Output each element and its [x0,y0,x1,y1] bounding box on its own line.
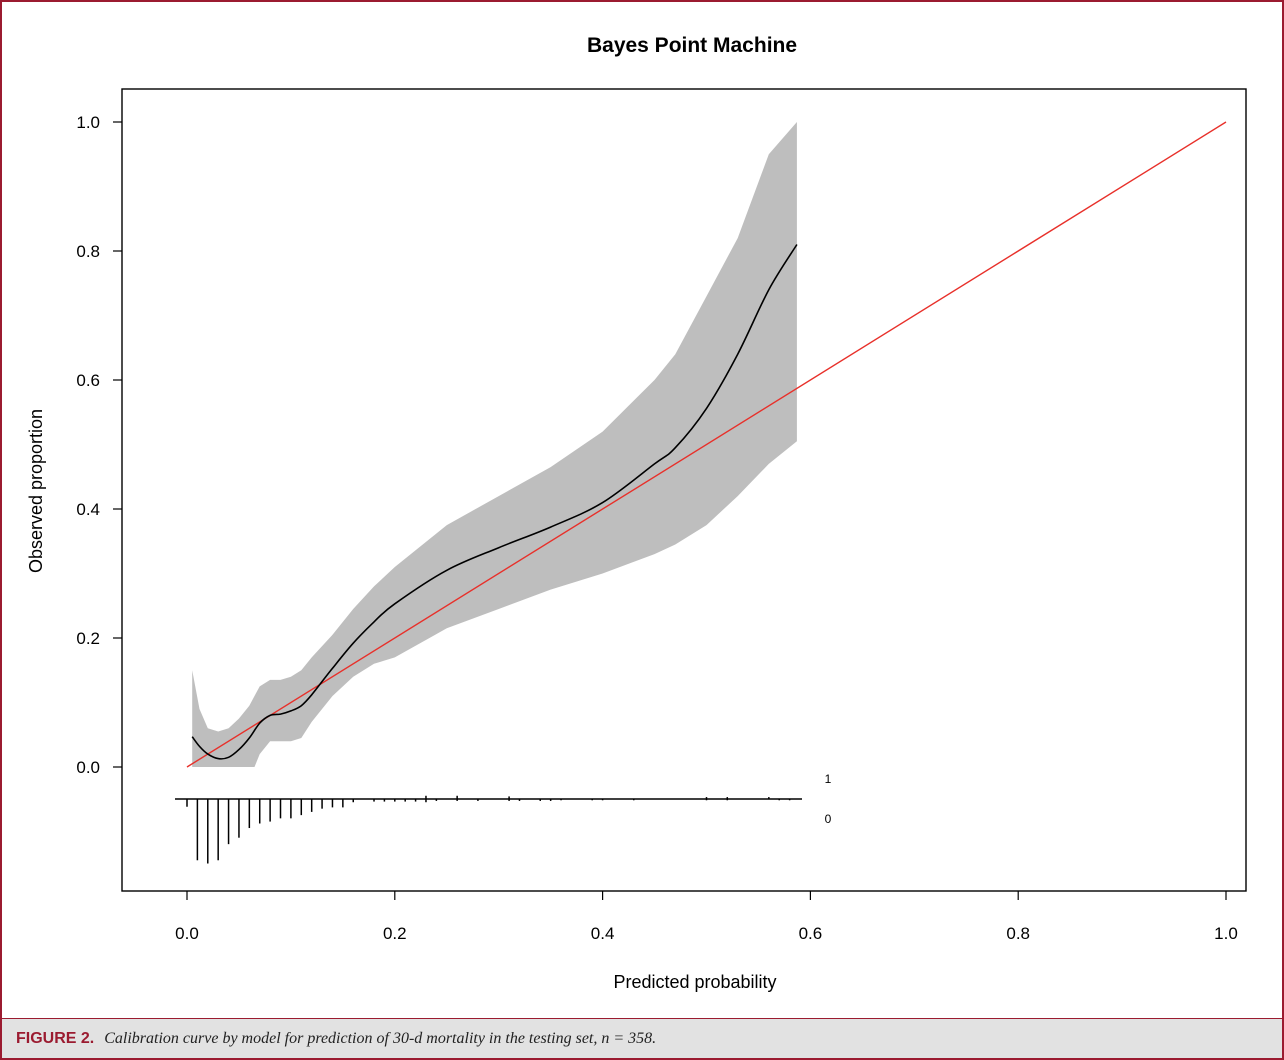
y-tick-label: 0.0 [76,758,100,777]
x-tick-label: 0.0 [175,924,199,943]
chart-title: Bayes Point Machine [587,34,797,57]
y-tick-label: 0.8 [76,242,100,261]
x-tick-label: 0.6 [799,924,823,943]
plot-area-border [121,88,1247,892]
y-tick-label: 0.2 [76,629,100,648]
ideal-calibration-line [186,121,1227,768]
x-tick-label: 0.4 [591,924,615,943]
x-tick-label: 0.8 [1006,924,1030,943]
x-tick-label: 1.0 [1214,924,1238,943]
caption-text: Calibration curve by model for predictio… [104,1029,657,1047]
calibration-chart: Bayes Point Machine 0.0 0.2 0.4 0.6 0.8 1.0 0.… [26,34,1247,992]
x-tick-label: 0.2 [383,924,407,943]
y-axis-title: Observed proportion [26,409,46,573]
x-axis-title: Predicted probability [613,972,776,992]
figure-caption: FIGURE 2. Calibration curve by model for… [2,1018,1282,1058]
events-label: 1 [825,772,832,786]
confidence-band [192,122,797,767]
calibration-curve [191,244,798,760]
y-tick-label: 0.4 [76,500,100,519]
y-tick-label: 0.6 [76,371,100,390]
non-events-label: 0 [825,812,832,826]
y-tick-label: 1.0 [76,113,100,132]
caption-label: FIGURE 2. [16,1029,95,1047]
